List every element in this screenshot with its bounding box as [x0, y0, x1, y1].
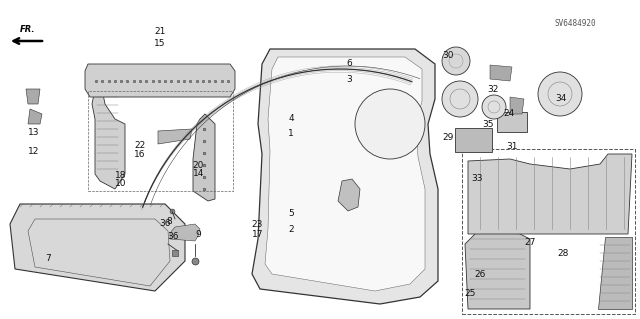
- Text: 14: 14: [193, 169, 204, 178]
- Polygon shape: [510, 97, 524, 114]
- Polygon shape: [26, 89, 40, 104]
- FancyBboxPatch shape: [455, 128, 492, 152]
- Bar: [462, 149, 635, 314]
- Polygon shape: [170, 224, 200, 241]
- Text: 2: 2: [289, 225, 294, 234]
- Circle shape: [442, 47, 470, 75]
- Text: 29: 29: [442, 133, 454, 142]
- Polygon shape: [490, 65, 512, 81]
- Text: 3: 3: [346, 75, 351, 84]
- Text: 24: 24: [503, 109, 515, 118]
- Polygon shape: [28, 109, 42, 124]
- Polygon shape: [598, 237, 632, 309]
- Polygon shape: [85, 64, 235, 97]
- Text: 32: 32: [487, 85, 499, 94]
- Text: 18: 18: [115, 171, 126, 180]
- Polygon shape: [92, 89, 125, 189]
- Text: 16: 16: [134, 150, 145, 159]
- Text: 28: 28: [557, 249, 569, 258]
- Text: 20: 20: [193, 161, 204, 170]
- Text: 7: 7: [45, 254, 51, 263]
- Circle shape: [482, 95, 506, 119]
- Text: 22: 22: [134, 141, 145, 150]
- Text: 15: 15: [154, 39, 166, 48]
- Circle shape: [355, 89, 425, 159]
- Polygon shape: [193, 114, 215, 201]
- Polygon shape: [468, 154, 632, 234]
- Polygon shape: [265, 57, 425, 291]
- Polygon shape: [158, 129, 192, 144]
- Text: 33: 33: [471, 174, 483, 183]
- Text: 36: 36: [159, 219, 171, 228]
- Text: 27: 27: [524, 238, 536, 247]
- Text: 10: 10: [115, 179, 126, 188]
- Text: 8: 8: [167, 217, 172, 226]
- Text: 6: 6: [346, 59, 351, 68]
- Text: 9: 9: [196, 230, 201, 239]
- Polygon shape: [338, 179, 360, 211]
- Circle shape: [442, 81, 478, 117]
- Text: FR.: FR.: [20, 25, 36, 33]
- Text: 5: 5: [289, 209, 294, 218]
- Text: 23: 23: [252, 220, 263, 229]
- Text: 31: 31: [506, 142, 518, 151]
- Circle shape: [538, 72, 582, 116]
- Text: 30: 30: [442, 51, 454, 60]
- Polygon shape: [252, 49, 438, 304]
- Text: 1: 1: [289, 130, 294, 138]
- Text: 4: 4: [289, 114, 294, 122]
- Text: 13: 13: [28, 128, 39, 137]
- Text: SV6484920: SV6484920: [554, 19, 596, 28]
- Text: 12: 12: [28, 147, 39, 156]
- Polygon shape: [465, 219, 530, 309]
- Text: 17: 17: [252, 230, 263, 239]
- FancyBboxPatch shape: [497, 112, 527, 132]
- Text: 36: 36: [167, 232, 179, 241]
- Text: 34: 34: [555, 94, 566, 103]
- Text: 21: 21: [154, 27, 166, 36]
- Text: 35: 35: [482, 120, 493, 129]
- Text: 25: 25: [465, 289, 476, 298]
- Text: 26: 26: [474, 270, 486, 279]
- Bar: [88, 91, 233, 191]
- Polygon shape: [10, 204, 185, 291]
